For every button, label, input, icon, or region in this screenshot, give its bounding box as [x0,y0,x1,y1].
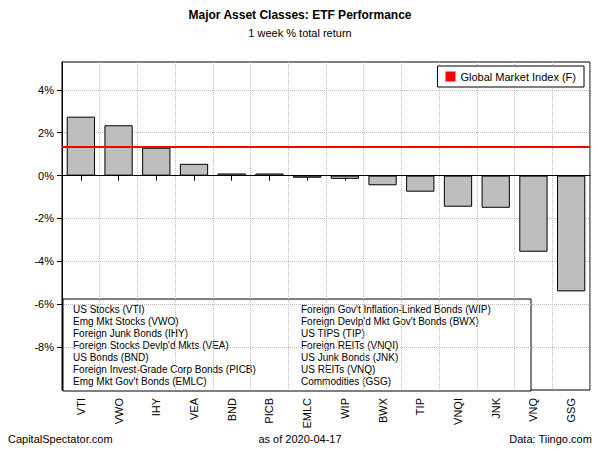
svg-text:CapitalSpectator.com: CapitalSpectator.com [8,433,113,445]
svg-text:4%: 4% [38,84,54,96]
svg-text:US Stocks (VTI): US Stocks (VTI) [73,304,145,315]
svg-text:1 week % total return: 1 week % total return [248,27,351,39]
svg-text:-4%: -4% [34,255,54,267]
svg-text:2%: 2% [38,127,54,139]
svg-text:Emg Mkt Gov't Bonds (EMLC): Emg Mkt Gov't Bonds (EMLC) [73,376,207,387]
svg-text:Emg Mkt Stocks (VWO): Emg Mkt Stocks (VWO) [73,316,179,327]
svg-text:US Bonds (BND): US Bonds (BND) [73,351,149,363]
svg-text:EMLC: EMLC [301,398,313,429]
svg-text:VNQI: VNQI [452,398,464,425]
svg-text:IHY: IHY [150,397,162,416]
svg-text:as of 2020-04-17: as of 2020-04-17 [258,433,341,445]
svg-text:Foreign Stocks Devlp'd Mkts (V: Foreign Stocks Devlp'd Mkts (VEA) [73,340,229,351]
svg-text:GSG: GSG [565,398,577,422]
svg-text:-8%: -8% [34,341,54,353]
svg-text:US REITs (VNQ): US REITs (VNQ) [301,364,375,375]
svg-text:US TIPS (TIP): US TIPS (TIP) [301,328,365,339]
svg-text:Foreign REITs (VNQI): Foreign REITs (VNQI) [301,340,398,351]
svg-text:-6%: -6% [34,298,54,310]
svg-text:VEA: VEA [188,397,200,420]
svg-text:Major Asset Classes: ETF Perfo: Major Asset Classes: ETF Performance [189,8,412,22]
svg-text:VNQ: VNQ [527,398,539,422]
svg-text:BND: BND [226,398,238,421]
svg-text:Foreign Invest-Grade Corp Bond: Foreign Invest-Grade Corp Bonds (PICB) [73,364,256,375]
svg-text:VWO: VWO [113,398,125,425]
svg-text:Foreign Junk Bonds (IHY): Foreign Junk Bonds (IHY) [73,328,188,339]
svg-text:VTI: VTI [75,398,87,415]
svg-text:Global Market Index (F): Global Market Index (F) [460,71,576,83]
svg-text:Foreign Devlp'd Mkt Gov't Bond: Foreign Devlp'd Mkt Gov't Bonds (BWX) [301,316,479,327]
svg-text:BWX: BWX [377,397,389,423]
svg-text:0%: 0% [38,170,54,182]
svg-text:US Junk Bonds (JNK): US Junk Bonds (JNK) [301,352,398,363]
svg-text:WIP: WIP [339,398,351,419]
svg-text:PICB: PICB [263,398,275,424]
svg-text:JNK: JNK [490,397,502,418]
svg-text:-2%: -2% [34,212,54,224]
svg-text:TIP: TIP [414,398,426,415]
svg-text:Commodities (GSG): Commodities (GSG) [301,376,391,387]
svg-text:Data: Tiingo.com: Data: Tiingo.com [509,433,592,445]
svg-text:Foreign Gov't Inflation-Linked: Foreign Gov't Inflation-Linked Bonds (WI… [301,304,491,315]
